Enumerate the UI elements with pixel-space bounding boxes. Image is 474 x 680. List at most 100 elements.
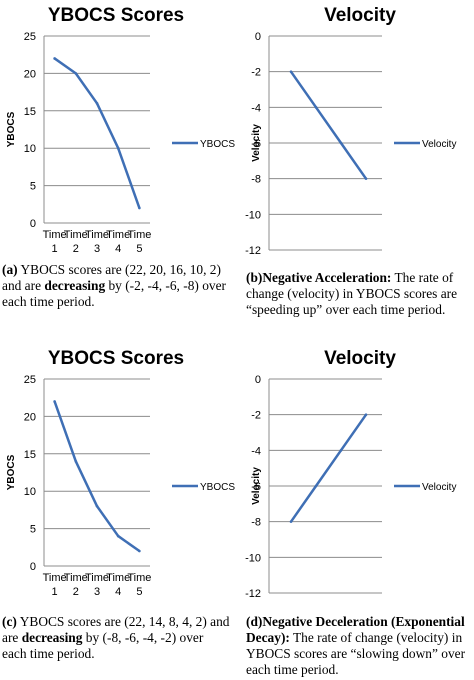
- chart-title: Velocity: [324, 348, 396, 369]
- legend-label: YBOCS: [200, 482, 235, 493]
- chart-title: YBOCS Scores: [48, 5, 184, 26]
- x-tick-label: Time: [106, 229, 130, 241]
- data-point: [364, 177, 368, 180]
- series-line: [289, 413, 368, 523]
- caption-c-text2: by (-8, -6, -4, -2) over each time perio…: [2, 630, 204, 661]
- y-tick-label: 0: [255, 374, 261, 386]
- x-tick-label: 3: [94, 586, 100, 598]
- y-tick-label: -10: [245, 552, 261, 564]
- caption-a-bold: decreasing: [44, 278, 106, 293]
- caption-a: (a) YBOCS scores are (22, 20, 16, 10, 2)…: [2, 262, 230, 310]
- y-tick-label: 5: [30, 181, 36, 193]
- y-axis-label: YBOCS: [6, 454, 17, 490]
- data-point: [116, 146, 120, 150]
- y-tick-label: 15: [24, 106, 36, 118]
- y-tick-label: -8: [251, 517, 261, 529]
- caption-b-bold: Negative Acceleration:: [262, 270, 392, 285]
- x-tick-label: Time: [64, 229, 88, 241]
- y-tick-label: -6: [251, 138, 261, 150]
- x-tick-label: 2: [73, 586, 79, 598]
- legend-label: Velocity: [422, 139, 456, 150]
- x-tick-label: Time: [43, 572, 67, 584]
- caption-b-tag: (b): [246, 270, 263, 285]
- y-tick-label: 10: [24, 486, 36, 498]
- data-point: [53, 57, 56, 60]
- x-tick-label: Time: [106, 572, 130, 584]
- y-tick-label: -6: [251, 481, 261, 493]
- y-tick-label: -12: [245, 588, 261, 600]
- data-point: [53, 400, 56, 403]
- data-point: [138, 206, 141, 210]
- data-point: [289, 520, 293, 523]
- y-tick-label: 20: [24, 68, 36, 80]
- x-tick-label: Time: [85, 229, 109, 241]
- y-tick-label: -2: [251, 410, 261, 422]
- data-point: [289, 70, 293, 73]
- caption-a-text1: YBOCS scores are (22, 20, 16, 10, 2) and…: [2, 262, 221, 293]
- y-tick-label: 5: [30, 524, 36, 536]
- y-tick-label: 0: [30, 561, 36, 573]
- y-tick-label: 15: [24, 449, 36, 461]
- caption-c-tag: (c): [2, 614, 17, 629]
- y-tick-label: 0: [30, 218, 36, 230]
- data-point: [74, 459, 78, 463]
- ybocs-chart-c: YBOCS Scores 0 5 10 15 20 25 YBOCS Time 1 Time 2 Tim…: [6, 348, 235, 598]
- caption-b: (b)Negative Acceleration: The rate of ch…: [246, 270, 474, 318]
- caption-d: (d)Negative Deceleration (Exponential De…: [246, 614, 474, 678]
- y-tick-label: 10: [24, 143, 36, 155]
- x-tick-label: 1: [52, 586, 58, 598]
- y-axis-label: YBOCS: [6, 111, 17, 147]
- data-point: [116, 534, 120, 538]
- y-tick-label: -4: [251, 102, 261, 114]
- velocity-chart-b: Velocity 0 -2 -4 -6 -8 -10 -12 Velocity Velocity: [245, 5, 456, 257]
- x-tick-label: 5: [136, 243, 142, 255]
- x-tick-label: 4: [115, 243, 121, 255]
- chart-panel-a: YBOCS Scores 0 5 10 15 20 25 YBOCS Time 1 Time 2 Tim…: [0, 0, 237, 262]
- y-tick-label: -10: [245, 209, 261, 221]
- y-tick-label: 25: [24, 374, 36, 386]
- y-tick-label: -12: [245, 245, 261, 257]
- ybocs-chart-a: YBOCS Scores 0 5 10 15 20 25 YBOCS Time 1 Time 2 Tim…: [6, 5, 235, 255]
- x-tick-label: Time: [127, 229, 151, 241]
- data-point: [364, 413, 368, 416]
- y-tick-label: 20: [24, 411, 36, 423]
- x-tick-label: Time: [43, 229, 67, 241]
- legend-label: Velocity: [422, 482, 456, 493]
- caption-c-text1: YBOCS scores are (22, 14, 8, 4, 2) and a…: [2, 614, 230, 645]
- caption-d-tag: (d): [246, 614, 263, 629]
- caption-c-bold: decreasing: [21, 630, 83, 645]
- y-tick-label: -8: [251, 174, 261, 186]
- velocity-chart-d: Velocity 0 -2 -4 -6 -8 -10 -12 Velocity Velocity: [245, 348, 456, 600]
- series-line: [289, 70, 368, 180]
- y-tick-label: 0: [255, 31, 261, 43]
- x-tick-label: 4: [115, 586, 121, 598]
- chart-panel-d: Velocity 0 -2 -4 -6 -8 -10 -12 Velocity Velocity: [237, 343, 474, 605]
- y-tick-label: -4: [251, 445, 261, 457]
- legend-label: YBOCS: [200, 139, 235, 150]
- caption-a-tag: (a): [2, 262, 18, 277]
- data-point: [138, 549, 141, 553]
- x-tick-label: 5: [136, 586, 142, 598]
- x-tick-label: 1: [52, 243, 58, 255]
- y-axis-label: Velocity: [251, 467, 262, 505]
- data-point: [339, 141, 343, 145]
- y-tick-label: -2: [251, 67, 261, 79]
- data-point: [95, 102, 99, 105]
- x-tick-label: 3: [94, 243, 100, 255]
- data-point: [314, 106, 318, 109]
- y-tick-label: 25: [24, 31, 36, 43]
- caption-d-text2: The rate of change (velocity) in YBOCS s…: [246, 630, 466, 677]
- x-tick-label: 2: [73, 243, 79, 255]
- chart-title: Velocity: [324, 5, 396, 26]
- caption-c: (c) YBOCS scores are (22, 14, 8, 4, 2) a…: [2, 614, 230, 662]
- data-point: [314, 484, 318, 488]
- x-tick-label: Time: [85, 572, 109, 584]
- x-tick-label: Time: [127, 572, 151, 584]
- x-tick-label: Time: [64, 572, 88, 584]
- data-point: [95, 504, 99, 508]
- caption-b-text2: The rate of change (velocity) in YBOCS s…: [246, 270, 458, 317]
- caption-a-text2: by (-2, -4, -6, -8) over each time perio…: [2, 278, 226, 309]
- data-point: [74, 72, 78, 75]
- y-axis-label: Velocity: [251, 124, 262, 162]
- chart-panel-c: YBOCS Scores 0 5 10 15 20 25 YBOCS Time 1 Time 2 Tim…: [0, 343, 237, 605]
